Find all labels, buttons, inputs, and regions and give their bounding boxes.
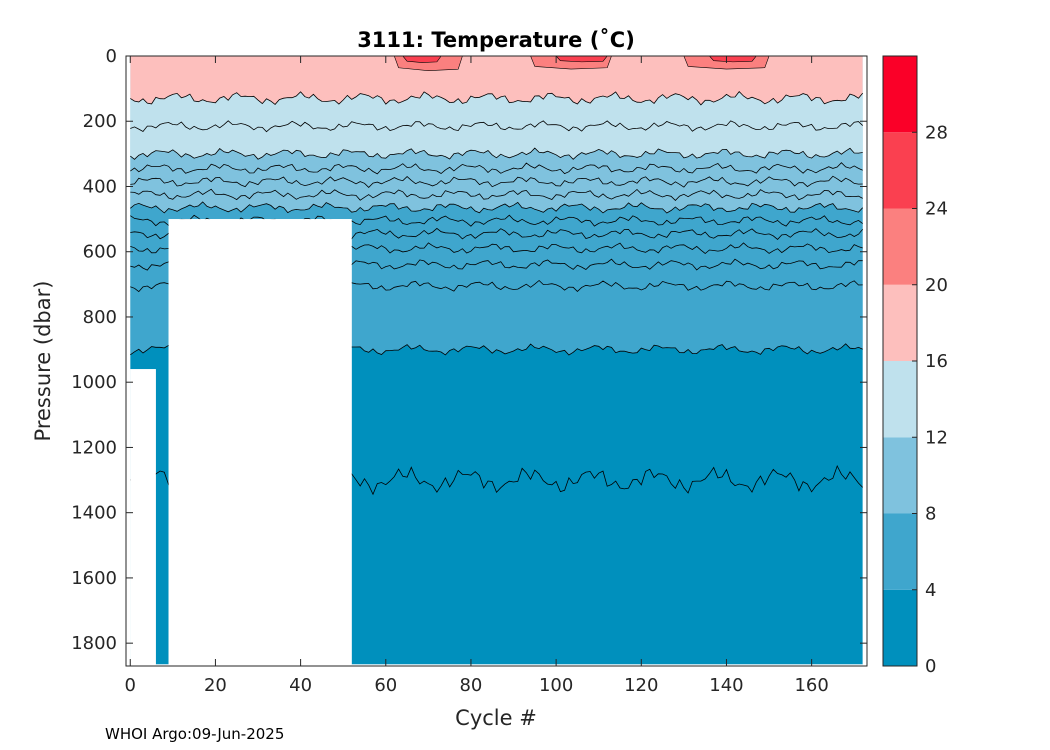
colorbar-tick-label: 0: [925, 656, 936, 677]
isotherm-12: [130, 147, 863, 160]
x-tick-label: 20: [204, 675, 227, 696]
x-tick-label: 40: [289, 675, 312, 696]
warm-patch: [555, 56, 608, 63]
contour-mask: [155, 664, 169, 666]
colorbar-segment: [883, 437, 917, 514]
colorbar-segment: [883, 513, 917, 590]
x-tick-label: 0: [125, 675, 136, 696]
isotherm-11: [130, 162, 863, 175]
isotherm-contours: [129, 90, 864, 666]
y-tick-label: 1800: [71, 633, 117, 654]
colorbar-segment: [883, 132, 917, 209]
isotherm-10: [130, 175, 863, 188]
colorbar-segment: [883, 361, 917, 438]
y-tick-label: 600: [83, 242, 117, 263]
contour-mask: [130, 369, 156, 666]
colorbar-segment: [883, 284, 917, 361]
missing-data: [862, 56, 867, 666]
colorbar-tick-label: 4: [925, 580, 936, 601]
y-tick-label: 200: [83, 111, 117, 132]
colorbar-tick-label: 8: [925, 504, 936, 525]
isotherm-16: [130, 90, 864, 106]
colorbar: 0 4 8 12 16 20 24 28: [882, 55, 948, 677]
colorbar-tick-label: 12: [925, 427, 948, 448]
plot-area: [126, 56, 867, 666]
footer-credit: WHOI Argo:09-Jun-2025: [105, 725, 285, 743]
x-axis-label: Cycle #: [455, 706, 537, 730]
isotherm-14: [130, 120, 863, 133]
colorbar-tick-label: 28: [925, 122, 948, 143]
colorbar-segment: [883, 56, 917, 133]
y-tick-label: 1200: [71, 437, 117, 458]
x-tick-label: 100: [539, 675, 573, 696]
missing-data: [126, 56, 131, 666]
x-tick-label: 120: [624, 675, 658, 696]
warm-patch: [402, 56, 442, 63]
colorbar-tick-label: 16: [925, 351, 948, 372]
colorbar-segment: [883, 589, 917, 666]
y-axis-label: Pressure (dbar): [31, 281, 55, 442]
contour-mask: [168, 219, 352, 666]
x-tick-label: 60: [374, 675, 397, 696]
y-tick-label: 0: [106, 46, 117, 67]
y-axis: 0 200 400 600 800 1000 1200 1400 1600 1800: [71, 46, 867, 654]
colorbar-segment: [883, 208, 917, 285]
y-tick-label: 1600: [71, 568, 117, 589]
plot-frame: [125, 55, 868, 667]
x-tick-label: 140: [709, 675, 743, 696]
y-tick-label: 1000: [71, 372, 117, 393]
contour-mask: [351, 664, 863, 666]
isotherm-8: [130, 201, 863, 214]
isotherm-9: [130, 188, 863, 201]
y-tick-label: 400: [83, 176, 117, 197]
x-tick-label: 80: [459, 675, 482, 696]
warm-patch: [709, 56, 757, 63]
chart-title: 3111: Temperature (˚C): [357, 28, 635, 52]
y-tick-label: 1400: [71, 503, 117, 524]
colorbar-tick-label: 20: [925, 275, 948, 296]
isotherm-7: [130, 214, 863, 227]
y-tick-label: 800: [83, 307, 117, 328]
x-tick-label: 160: [794, 675, 828, 696]
x-axis: 0 20 40 60 80 100 120 140 160: [125, 56, 829, 696]
band-above-16: [130, 56, 863, 105]
colorbar-tick-label: 24: [925, 199, 948, 220]
